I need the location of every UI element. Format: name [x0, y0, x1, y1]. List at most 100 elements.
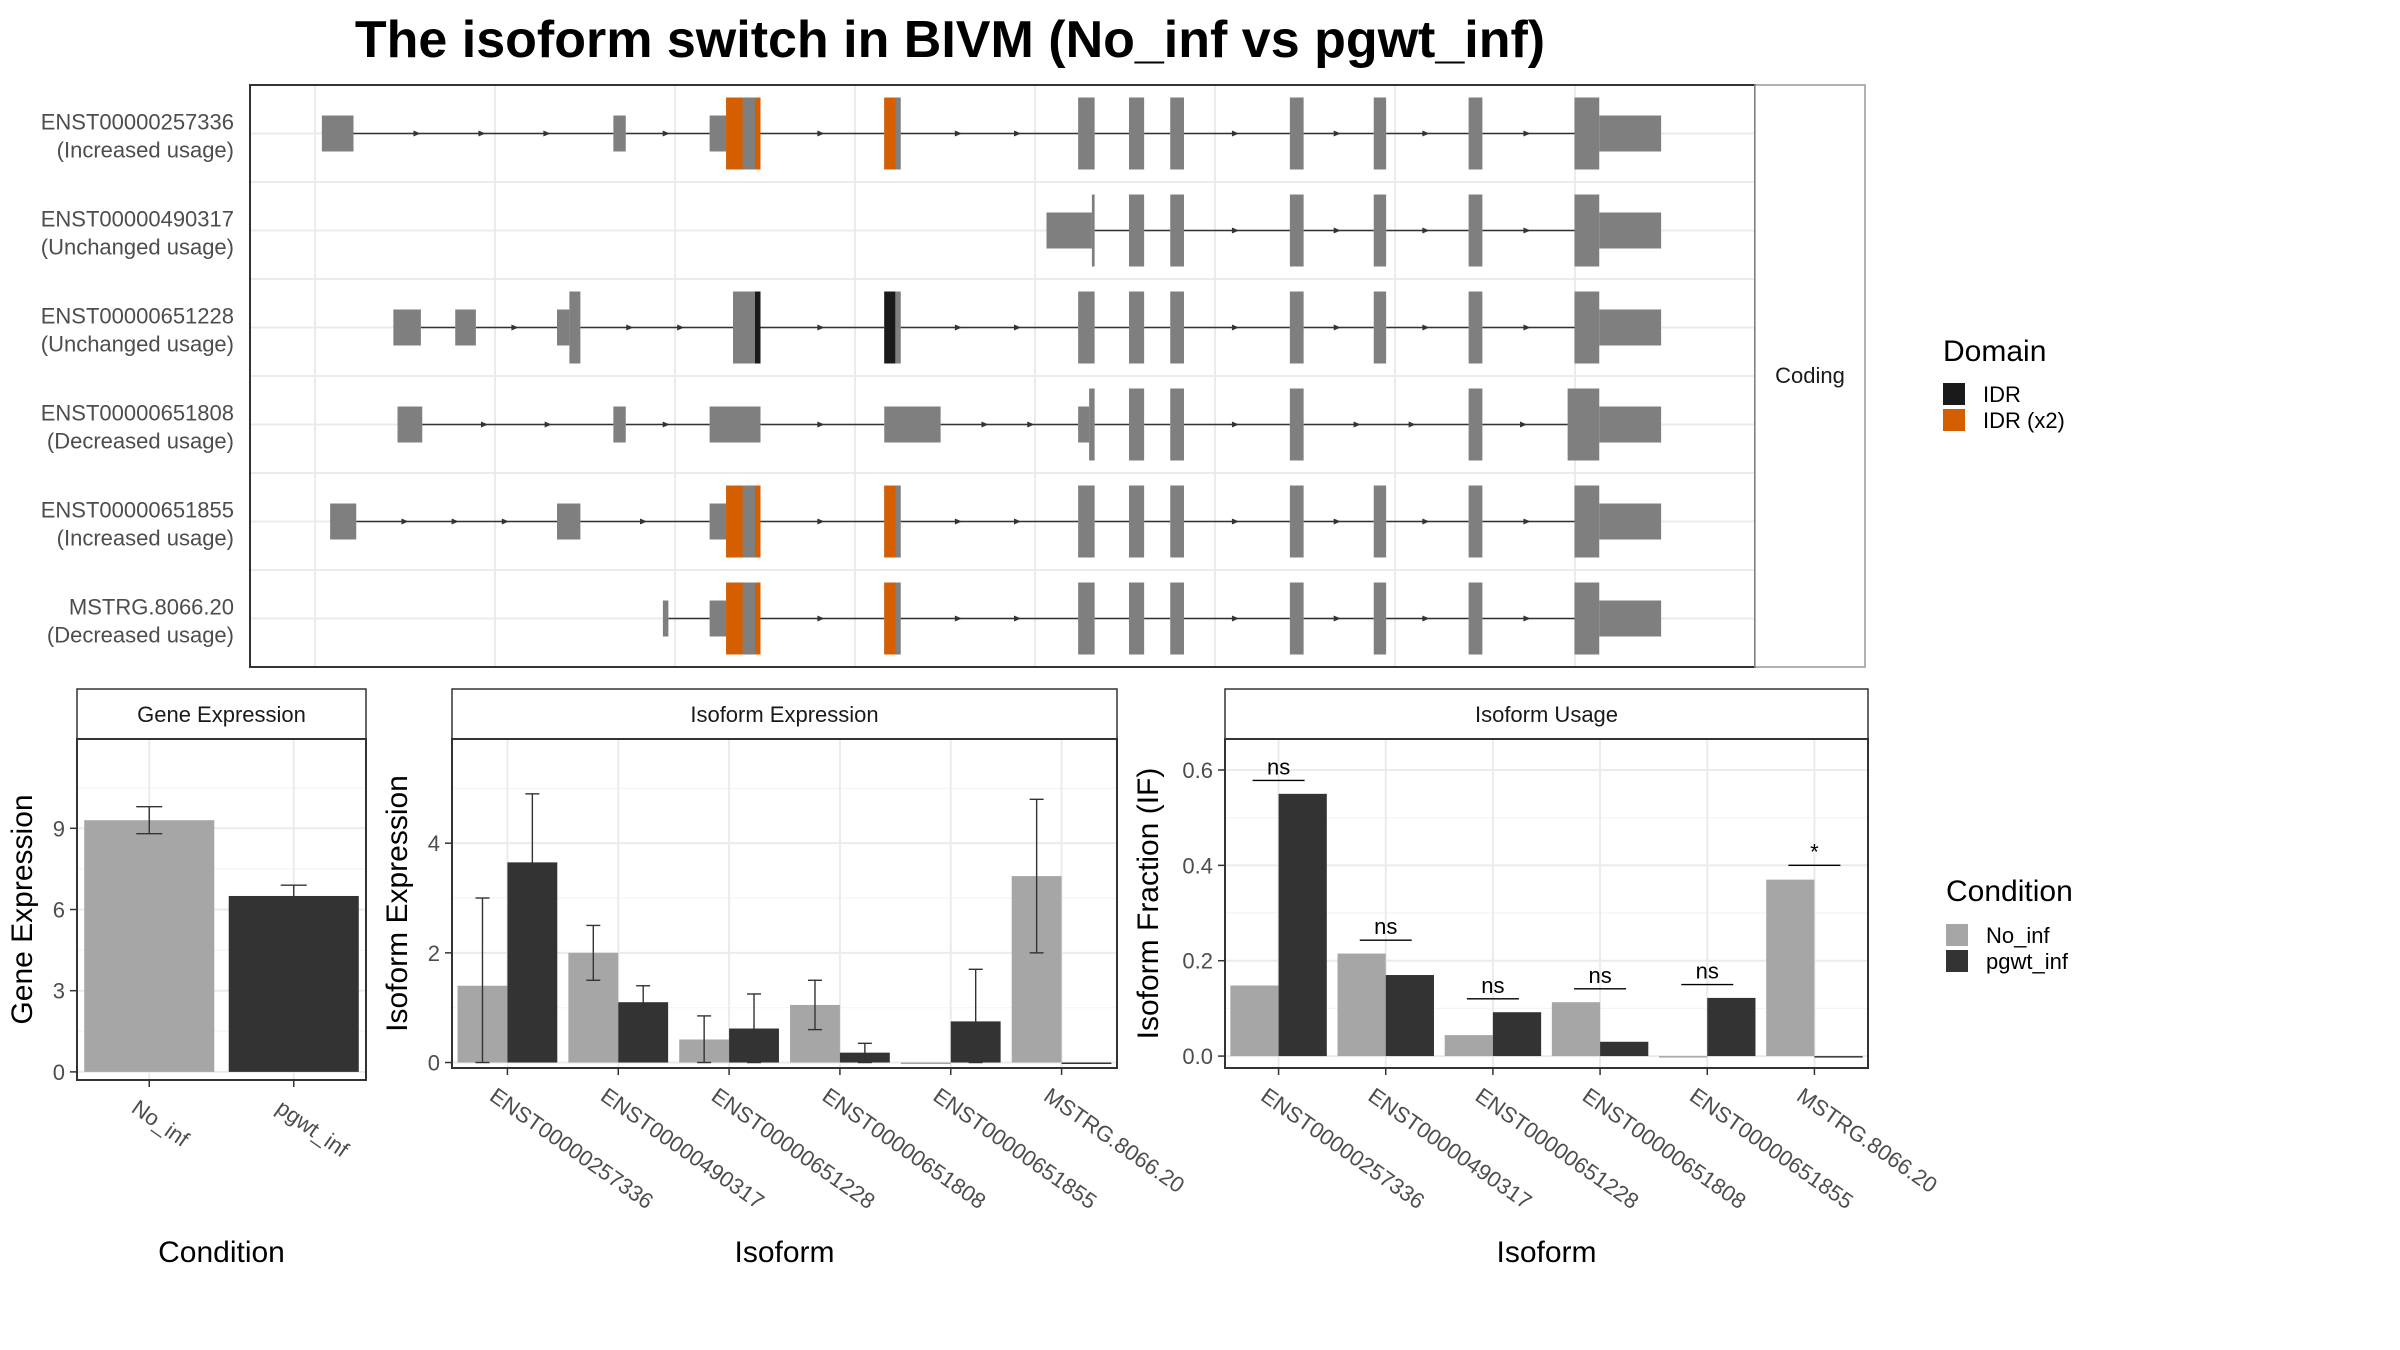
coding-exon [1468, 194, 1483, 267]
utr-exon [1599, 600, 1662, 637]
y-tick-label: 3 [53, 979, 65, 1004]
coding-exon [1091, 194, 1095, 267]
intron-arrow [478, 130, 486, 137]
facet-strip [1754, 84, 1866, 668]
intron-arrow [640, 518, 647, 525]
isoform-usage-label: (Increased usage) [57, 526, 234, 551]
coding-exon [1373, 582, 1387, 655]
x-axis-title: Isoform [734, 1236, 834, 1269]
intron-arrow [451, 518, 459, 525]
isoform-structure-panel: ENST00000257336 (Increased usage) ENST0000… [41, 84, 1866, 668]
idr-domain [884, 582, 896, 655]
coding-exon [1289, 291, 1304, 364]
y-tick-label: 0 [53, 1060, 65, 1085]
plot-background [452, 739, 1117, 1068]
utr-exon [1599, 115, 1662, 152]
y-tick-label: 2 [428, 941, 440, 966]
coding-exon [1129, 582, 1145, 655]
intron-arrow [662, 130, 670, 137]
utr-exon [393, 309, 421, 346]
significance-label: ns [1267, 754, 1290, 779]
coding-exon [1170, 291, 1184, 364]
idr-domain [726, 97, 743, 170]
intron-arrow [1231, 615, 1239, 622]
y-tick-label: 0 [428, 1051, 440, 1076]
coding-exon [1574, 194, 1600, 267]
bar [1492, 1012, 1542, 1057]
bar [1337, 953, 1386, 1057]
idr-domain [726, 582, 743, 655]
intron-arrow [1422, 615, 1430, 622]
intron-arrow [1422, 324, 1430, 331]
intron-arrow [981, 421, 989, 428]
intron-arrow [1422, 227, 1430, 234]
legend-title: Condition [1946, 875, 2073, 908]
intron-arrow [401, 518, 409, 525]
coding-exon [1129, 388, 1145, 461]
y-axis-title: Isoform Expression [381, 775, 414, 1032]
intron-arrow [1014, 130, 1021, 137]
intron-arrow [1333, 615, 1341, 622]
y-tick-label: 6 [53, 898, 65, 923]
intron-arrow [1523, 615, 1531, 622]
utr-exon [455, 309, 476, 346]
coding-exon [1078, 485, 1095, 558]
significance-label: ns [1696, 959, 1719, 984]
idr-domain [884, 291, 896, 364]
y-axis-title: Isoform Fraction (IF) [1132, 768, 1165, 1040]
intron-arrow [480, 421, 488, 428]
legend-key [1943, 383, 1965, 405]
utr-exon [1046, 212, 1092, 249]
intron-arrow [1014, 615, 1021, 622]
coding-exon [1574, 485, 1600, 558]
coding-exon [1468, 582, 1483, 655]
intron-arrow [511, 324, 519, 331]
facet-strip-label: Coding [1775, 363, 1845, 388]
intron-arrow [1231, 227, 1239, 234]
intron-arrow [1523, 227, 1531, 234]
idr-domain [884, 485, 896, 558]
x-tick-label: No_inf [127, 1095, 194, 1152]
intron-arrow [954, 130, 962, 137]
panel-border [451, 738, 1118, 1069]
coding-exon [1129, 485, 1145, 558]
intron-arrow [501, 518, 509, 525]
facet-strip [1224, 688, 1869, 740]
intron-arrow [1027, 421, 1035, 428]
x-tick-label: pgwt_inf [272, 1095, 354, 1163]
bar [1444, 1035, 1493, 1057]
coding-exon [1373, 97, 1387, 170]
bar [1385, 975, 1434, 1057]
intron-arrow [954, 615, 962, 622]
bar [84, 820, 215, 1072]
intron-arrow [1333, 130, 1341, 137]
y-tick-label: 0.6 [1182, 758, 1213, 783]
utr-exon [1599, 309, 1662, 346]
utr-exon [1599, 406, 1662, 443]
isoform-label: ENST00000490317 [41, 207, 234, 232]
coding-exon [1170, 388, 1184, 461]
intron-arrow [413, 130, 421, 137]
y-axis-title: Gene Expression [6, 794, 39, 1024]
intron-arrow [1408, 421, 1416, 428]
gene-expression-panel: Gene Expression 0 3 6 9 No_inf pgwt_inf Conditi… [6, 688, 367, 1269]
idr-domain [755, 485, 761, 558]
utr-exon [397, 406, 423, 443]
intron-arrow [1333, 518, 1341, 525]
isoform-label: ENST00000651228 [41, 304, 234, 329]
panel-border [1224, 738, 1869, 1069]
intron-arrow [954, 518, 962, 525]
utr-exon [330, 503, 357, 540]
bar [900, 1062, 951, 1065]
coding-exon [1373, 194, 1387, 267]
intron-arrow [1231, 518, 1239, 525]
isoform-usage-label: (Decreased usage) [47, 429, 234, 454]
legend-title: Domain [1943, 335, 2046, 368]
utr-exon [709, 503, 727, 540]
significance-label: ns [1481, 973, 1504, 998]
bar [1707, 997, 1756, 1057]
coding-exon [1078, 291, 1095, 364]
intron-arrow [1422, 518, 1430, 525]
